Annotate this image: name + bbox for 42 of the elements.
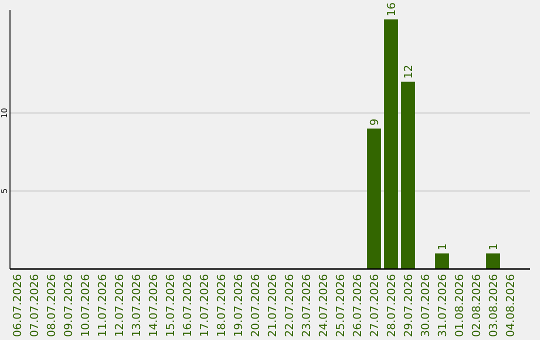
- x-tick-label: 07.07.2026: [28, 274, 41, 337]
- y-tick-label: 10: [0, 108, 9, 118]
- bar: [435, 253, 449, 269]
- x-tick-label: 11.07.2026: [96, 274, 109, 337]
- data-label: 12: [402, 64, 415, 79]
- bar: [486, 253, 500, 269]
- x-tick-label: 26.07.2026: [351, 274, 364, 337]
- x-tick-label: 21.07.2026: [266, 274, 279, 337]
- x-tick-label: 10.07.2026: [79, 274, 92, 337]
- x-tick-label: 23.07.2026: [300, 274, 313, 337]
- x-tick-label: 20.07.2026: [249, 274, 262, 337]
- x-tick-label: 03.08.2026: [487, 274, 500, 337]
- x-tick-label: 16.07.2026: [181, 274, 194, 337]
- x-tick-label: 02.08.2026: [470, 274, 483, 337]
- x-tick-label: 04.08.2026: [504, 274, 517, 337]
- x-tick-label: 31.07.2026: [436, 274, 449, 337]
- y-tick-label: 5: [0, 188, 9, 194]
- x-tick-label: 22.07.2026: [283, 274, 296, 337]
- bar: [401, 82, 415, 269]
- data-label: 16: [385, 2, 398, 16]
- x-tick-label: 12.07.2026: [113, 274, 126, 337]
- x-tick-label: 09.07.2026: [62, 274, 75, 337]
- x-tick-label: 27.07.2026: [368, 274, 381, 337]
- data-label: 1: [487, 243, 500, 250]
- x-tick-label: 17.07.2026: [198, 274, 211, 337]
- bar: [367, 128, 381, 269]
- data-label: 1: [436, 243, 449, 250]
- x-tick-label: 28.07.2026: [385, 274, 398, 337]
- x-tick-label: 19.07.2026: [232, 274, 245, 337]
- x-tick-label: 24.07.2026: [317, 274, 330, 337]
- x-tick-label: 18.07.2026: [215, 274, 228, 337]
- x-tick-label: 29.07.2026: [402, 274, 415, 337]
- x-tick-label: 13.07.2026: [130, 274, 143, 337]
- data-label: 9: [368, 118, 381, 126]
- x-tick-label: 25.07.2026: [334, 274, 347, 337]
- x-tick-label: 15.07.2026: [164, 274, 177, 337]
- x-tick-label: 06.07.2026: [11, 274, 24, 337]
- x-tick-label: 30.07.2026: [419, 274, 432, 337]
- bar: [384, 19, 398, 269]
- x-tick-label: 14.07.2026: [147, 274, 160, 337]
- x-tick-label: 08.07.2026: [45, 274, 58, 337]
- x-tick-label: 01.08.2026: [453, 274, 466, 337]
